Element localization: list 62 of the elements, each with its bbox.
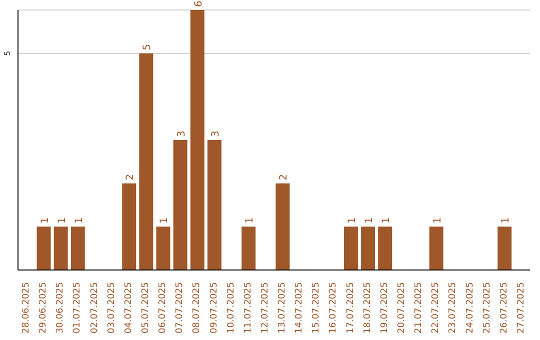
data-label: 1 [500,217,512,224]
x-tick-label: 11.07.2025 [243,282,254,334]
data-label: 1 [346,217,358,224]
data-label: 2 [278,174,290,180]
bar [139,53,154,270]
x-tick-label: 20.07.2025 [397,282,407,334]
x-tick-label: 14.07.2025 [294,282,305,334]
x-tick-label: 12.07.2025 [260,282,270,334]
x-tick-label: 13.07.2025 [278,282,288,334]
data-label: 1 [432,217,444,224]
x-tick-label: 21.07.2025 [414,282,424,334]
data-label: 1 [40,217,51,224]
x-tick-label: 27.07.2025 [516,282,526,334]
data-label: 2 [125,174,136,180]
x-tick-label: 24.07.2025 [465,282,476,334]
data-label: 1 [244,217,256,224]
bar [361,226,376,270]
bar [378,226,392,270]
bar [207,140,222,270]
x-tick-label: 25.07.2025 [482,282,492,334]
data-label: 5 [142,44,154,50]
x-tick-label: 30.06.2025 [56,282,66,334]
x-tick-label: 10.07.2025 [226,282,236,334]
data-label: 1 [381,217,392,224]
x-tick-label: 03.07.2025 [106,282,117,334]
bar [242,226,256,270]
x-tick-label: 02.07.2025 [90,282,100,334]
bar [122,183,136,270]
data-label: 6 [193,0,204,7]
x-tick-label: 22.07.2025 [431,282,442,334]
x-tick-label: 16.07.2025 [328,282,339,334]
x-tick-label: 06.07.2025 [158,282,168,334]
bar [156,226,170,270]
data-label: 3 [210,130,222,137]
x-tick-label: 08.07.2025 [192,282,202,334]
x-tick-label: 28.06.2025 [22,282,32,334]
x-tick-label: 07.07.2025 [175,282,186,334]
bar [70,226,85,270]
data-label: 1 [364,217,376,224]
bar [54,226,68,270]
x-tick-label: 05.07.2025 [141,282,151,334]
x-tick-label: 01.07.2025 [72,282,83,334]
x-tick-label: 04.07.2025 [124,282,134,334]
x-tick-label: 23.07.2025 [448,282,458,334]
x-tick-label: 17.07.2025 [346,282,356,334]
x-tick-label: 15.07.2025 [312,282,322,334]
bar [173,140,188,270]
bar [498,226,512,270]
bar [429,226,444,270]
data-label: 3 [176,130,188,137]
data-label: 1 [74,217,85,224]
data-label: 1 [159,217,170,224]
bar [190,10,204,270]
bar [344,226,358,270]
x-tick-label: 09.07.2025 [209,282,220,334]
x-tick-label: 29.06.2025 [38,282,49,334]
data-label: 1 [56,217,68,224]
bar [276,183,290,270]
x-tick-label: 26.07.2025 [499,282,510,334]
x-tick-label: 18.07.2025 [362,282,373,334]
bar [36,226,51,270]
x-tick-label: 19.07.2025 [380,282,390,334]
